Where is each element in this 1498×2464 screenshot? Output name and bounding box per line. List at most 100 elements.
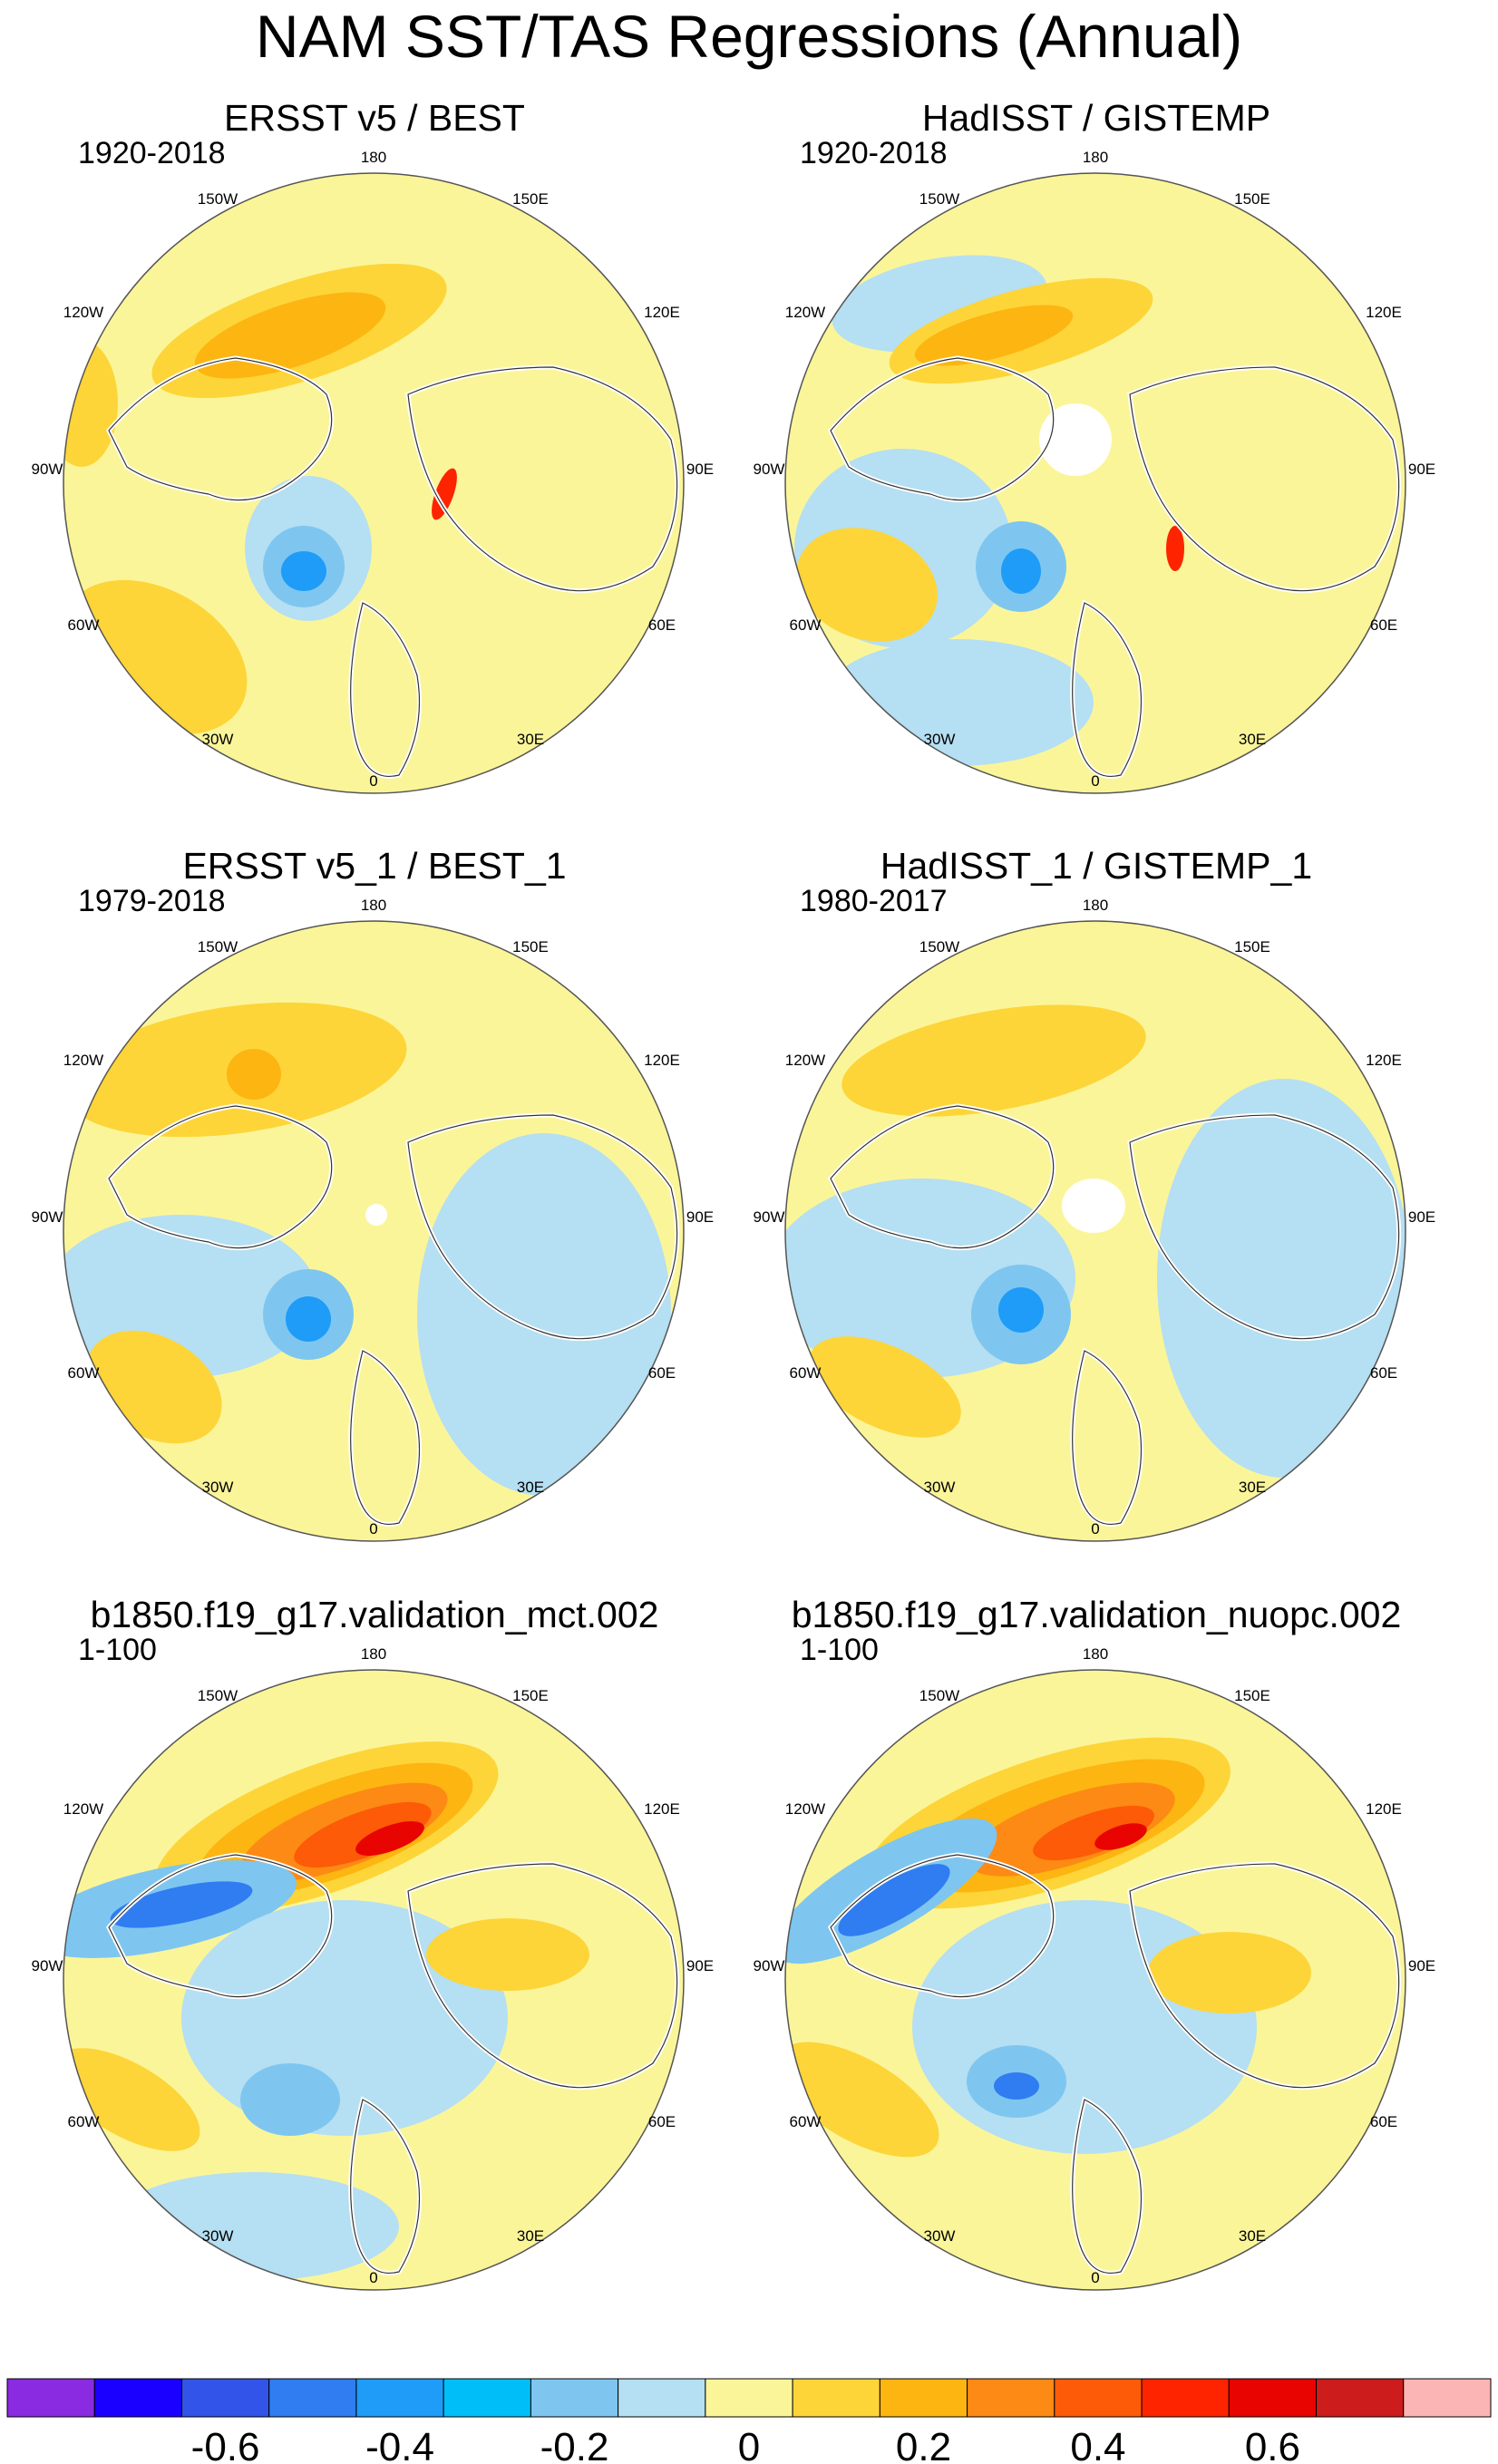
map-border	[784, 1669, 1406, 2291]
lon-label-lon_180: 180	[1083, 149, 1108, 166]
map-panel-2: 180 150W 150E 120W 120E 90W 90E 60W 60E 30W 30E 0 H…	[722, 95, 1471, 844]
map-panel-1: 180 150W 150E 120W 120E 90W 90E 60W 60E 30W 30E 0 E…	[0, 95, 749, 844]
period-label: 1920-2018	[800, 136, 948, 170]
lon-label-lon_120e: 120E	[644, 304, 680, 321]
regression-region	[1148, 1932, 1311, 2013]
lon-label-lon_120e: 120E	[644, 1800, 680, 1818]
regression-region	[796, 528, 938, 642]
lon-label-lon_60w: 60W	[68, 2113, 100, 2130]
lon-label-lon_90e: 90E	[1408, 461, 1435, 478]
colorbar-tick-label: 0.4	[1070, 2425, 1125, 2464]
map-panel-3: 180 150W 150E 120W 120E 90W 90E 60W 60E 30W 30E 0 E…	[0, 843, 749, 1592]
colorbar-swatch	[879, 2378, 968, 2418]
lon-label-lon_150e: 150E	[1234, 938, 1270, 956]
regression-region	[1094, 1823, 1147, 1850]
lon-label-lon_180: 180	[361, 149, 386, 166]
lon-label-lon_60w: 60W	[790, 616, 822, 634]
lon-label-lon_150w: 150W	[919, 1687, 959, 1704]
colorbar: -0.6 -0.4 -0.2 0 0.2 0.4 0.6	[6, 2378, 1492, 2464]
regression-region	[838, 1864, 950, 1936]
lon-label-lon_120w: 120W	[63, 1052, 103, 1069]
lon-label-lon_60w: 60W	[68, 616, 100, 634]
lon-label-lon_60w: 60W	[68, 1364, 100, 1382]
lon-label-lon_120e: 120E	[1366, 1052, 1402, 1069]
regression-region	[1001, 548, 1041, 594]
regression-region	[110, 1881, 253, 1928]
lon-label-lon_0: 0	[369, 2269, 377, 2286]
period-label: 1920-2018	[78, 136, 226, 170]
panel-title: b1850.f19_g17.validation_mct.002	[90, 1594, 659, 1635]
panel-title: HadISST_1 / GISTEMP_1	[880, 845, 1313, 887]
lon-label-lon_60w: 60W	[790, 1364, 822, 1382]
lon-label-lon_90e: 90E	[686, 1208, 714, 1226]
colorbar-swatch	[1141, 2378, 1230, 2418]
colorbar-tick-label: -0.2	[540, 2425, 609, 2464]
lon-label-lon_150e: 150E	[512, 938, 549, 956]
regression-region	[227, 1049, 281, 1100]
lon-label-lon_150w: 150W	[919, 190, 959, 208]
lon-label-lon_0: 0	[1091, 2269, 1099, 2286]
lon-label-lon_150w: 150W	[198, 1687, 238, 1704]
map-border	[784, 920, 1406, 1542]
lon-label-lon_120w: 120W	[785, 1052, 825, 1069]
lon-label-lon_60e: 60E	[648, 2113, 676, 2130]
lon-label-lon_60e: 60E	[648, 616, 676, 634]
lon-label-lon_180: 180	[1083, 897, 1108, 914]
colorbar-swatch	[792, 2378, 880, 2418]
colorbar-tick-label: 0.6	[1245, 2425, 1300, 2464]
lon-label-lon_120w: 120W	[63, 304, 103, 321]
lon-label-lon_30w: 30W	[202, 1479, 234, 1496]
map-border	[63, 1669, 685, 2291]
regression-region	[432, 468, 457, 520]
colorbar-swatch	[443, 2378, 531, 2418]
regression-region	[914, 305, 1074, 366]
panel-title: HadISST / GISTEMP	[921, 97, 1271, 139]
regression-region	[1166, 526, 1184, 571]
lon-label-lon_90w: 90W	[32, 1957, 63, 1974]
regression-region	[1033, 1805, 1154, 1861]
main-title: NAM SST/TAS Regressions (Annual)	[255, 3, 1243, 70]
lon-label-lon_60e: 60E	[648, 1364, 676, 1382]
regression-region	[1039, 403, 1112, 476]
lon-label-lon_0: 0	[369, 1520, 377, 1538]
lon-label-lon_30w: 30W	[924, 2227, 956, 2245]
lon-label-lon_120w: 120W	[785, 1800, 825, 1818]
colorbar-swatch	[93, 2378, 182, 2418]
lon-label-lon_150w: 150W	[198, 190, 238, 208]
lon-label-lon_60w: 60W	[790, 2113, 822, 2130]
lon-label-lon_30w: 30W	[202, 2227, 234, 2245]
lon-label-lon_120e: 120E	[1366, 1800, 1402, 1818]
regression-region	[1157, 1079, 1406, 1478]
lon-label-lon_0: 0	[1091, 772, 1099, 790]
colorbar-swatch	[180, 2378, 270, 2418]
colorbar-swatch	[355, 2378, 444, 2418]
colorbar-tick-label: -0.4	[365, 2425, 434, 2464]
map-border	[784, 172, 1406, 794]
lon-label-lon_150e: 150E	[512, 190, 549, 208]
map-border	[63, 172, 685, 794]
lon-label-lon_90w: 90W	[32, 461, 63, 478]
lon-label-lon_30w: 30W	[202, 731, 234, 748]
period-label: 1-100	[78, 1633, 157, 1667]
period-label: 1980-2017	[800, 884, 948, 918]
lon-label-lon_0: 0	[1091, 1520, 1099, 1538]
regression-region	[822, 639, 1094, 766]
lon-label-lon_180: 180	[1083, 1645, 1108, 1663]
lon-label-lon_60e: 60E	[1370, 1364, 1397, 1382]
lon-label-lon_90w: 90W	[32, 1208, 63, 1226]
regression-region	[294, 1801, 432, 1868]
polar-map: 180 150W 150E 120W 120E 90W 90E 60W 60E 30W 30E 0	[754, 149, 1435, 794]
lon-label-lon_120w: 120W	[785, 304, 825, 321]
lon-label-lon_90e: 90E	[1408, 1208, 1435, 1226]
polar-map: 180 150W 150E 120W 120E 90W 90E 60W 60E 30W 30E 0	[32, 149, 714, 794]
lon-label-lon_90w: 90W	[754, 461, 785, 478]
lon-label-lon_150e: 150E	[1234, 1687, 1270, 1704]
lon-label-lon_180: 180	[361, 1645, 386, 1663]
lon-label-lon_60e: 60E	[1370, 616, 1397, 634]
regression-region	[994, 2072, 1039, 2100]
regression-region	[63, 2048, 200, 2151]
lon-label-lon_180: 180	[361, 897, 386, 914]
polar-map: 180 150W 150E 120W 120E 90W 90E 60W 60E 30W 30E 0	[32, 1645, 714, 2291]
lon-label-lon_120e: 120E	[644, 1052, 680, 1069]
regression-region	[841, 1004, 1146, 1117]
